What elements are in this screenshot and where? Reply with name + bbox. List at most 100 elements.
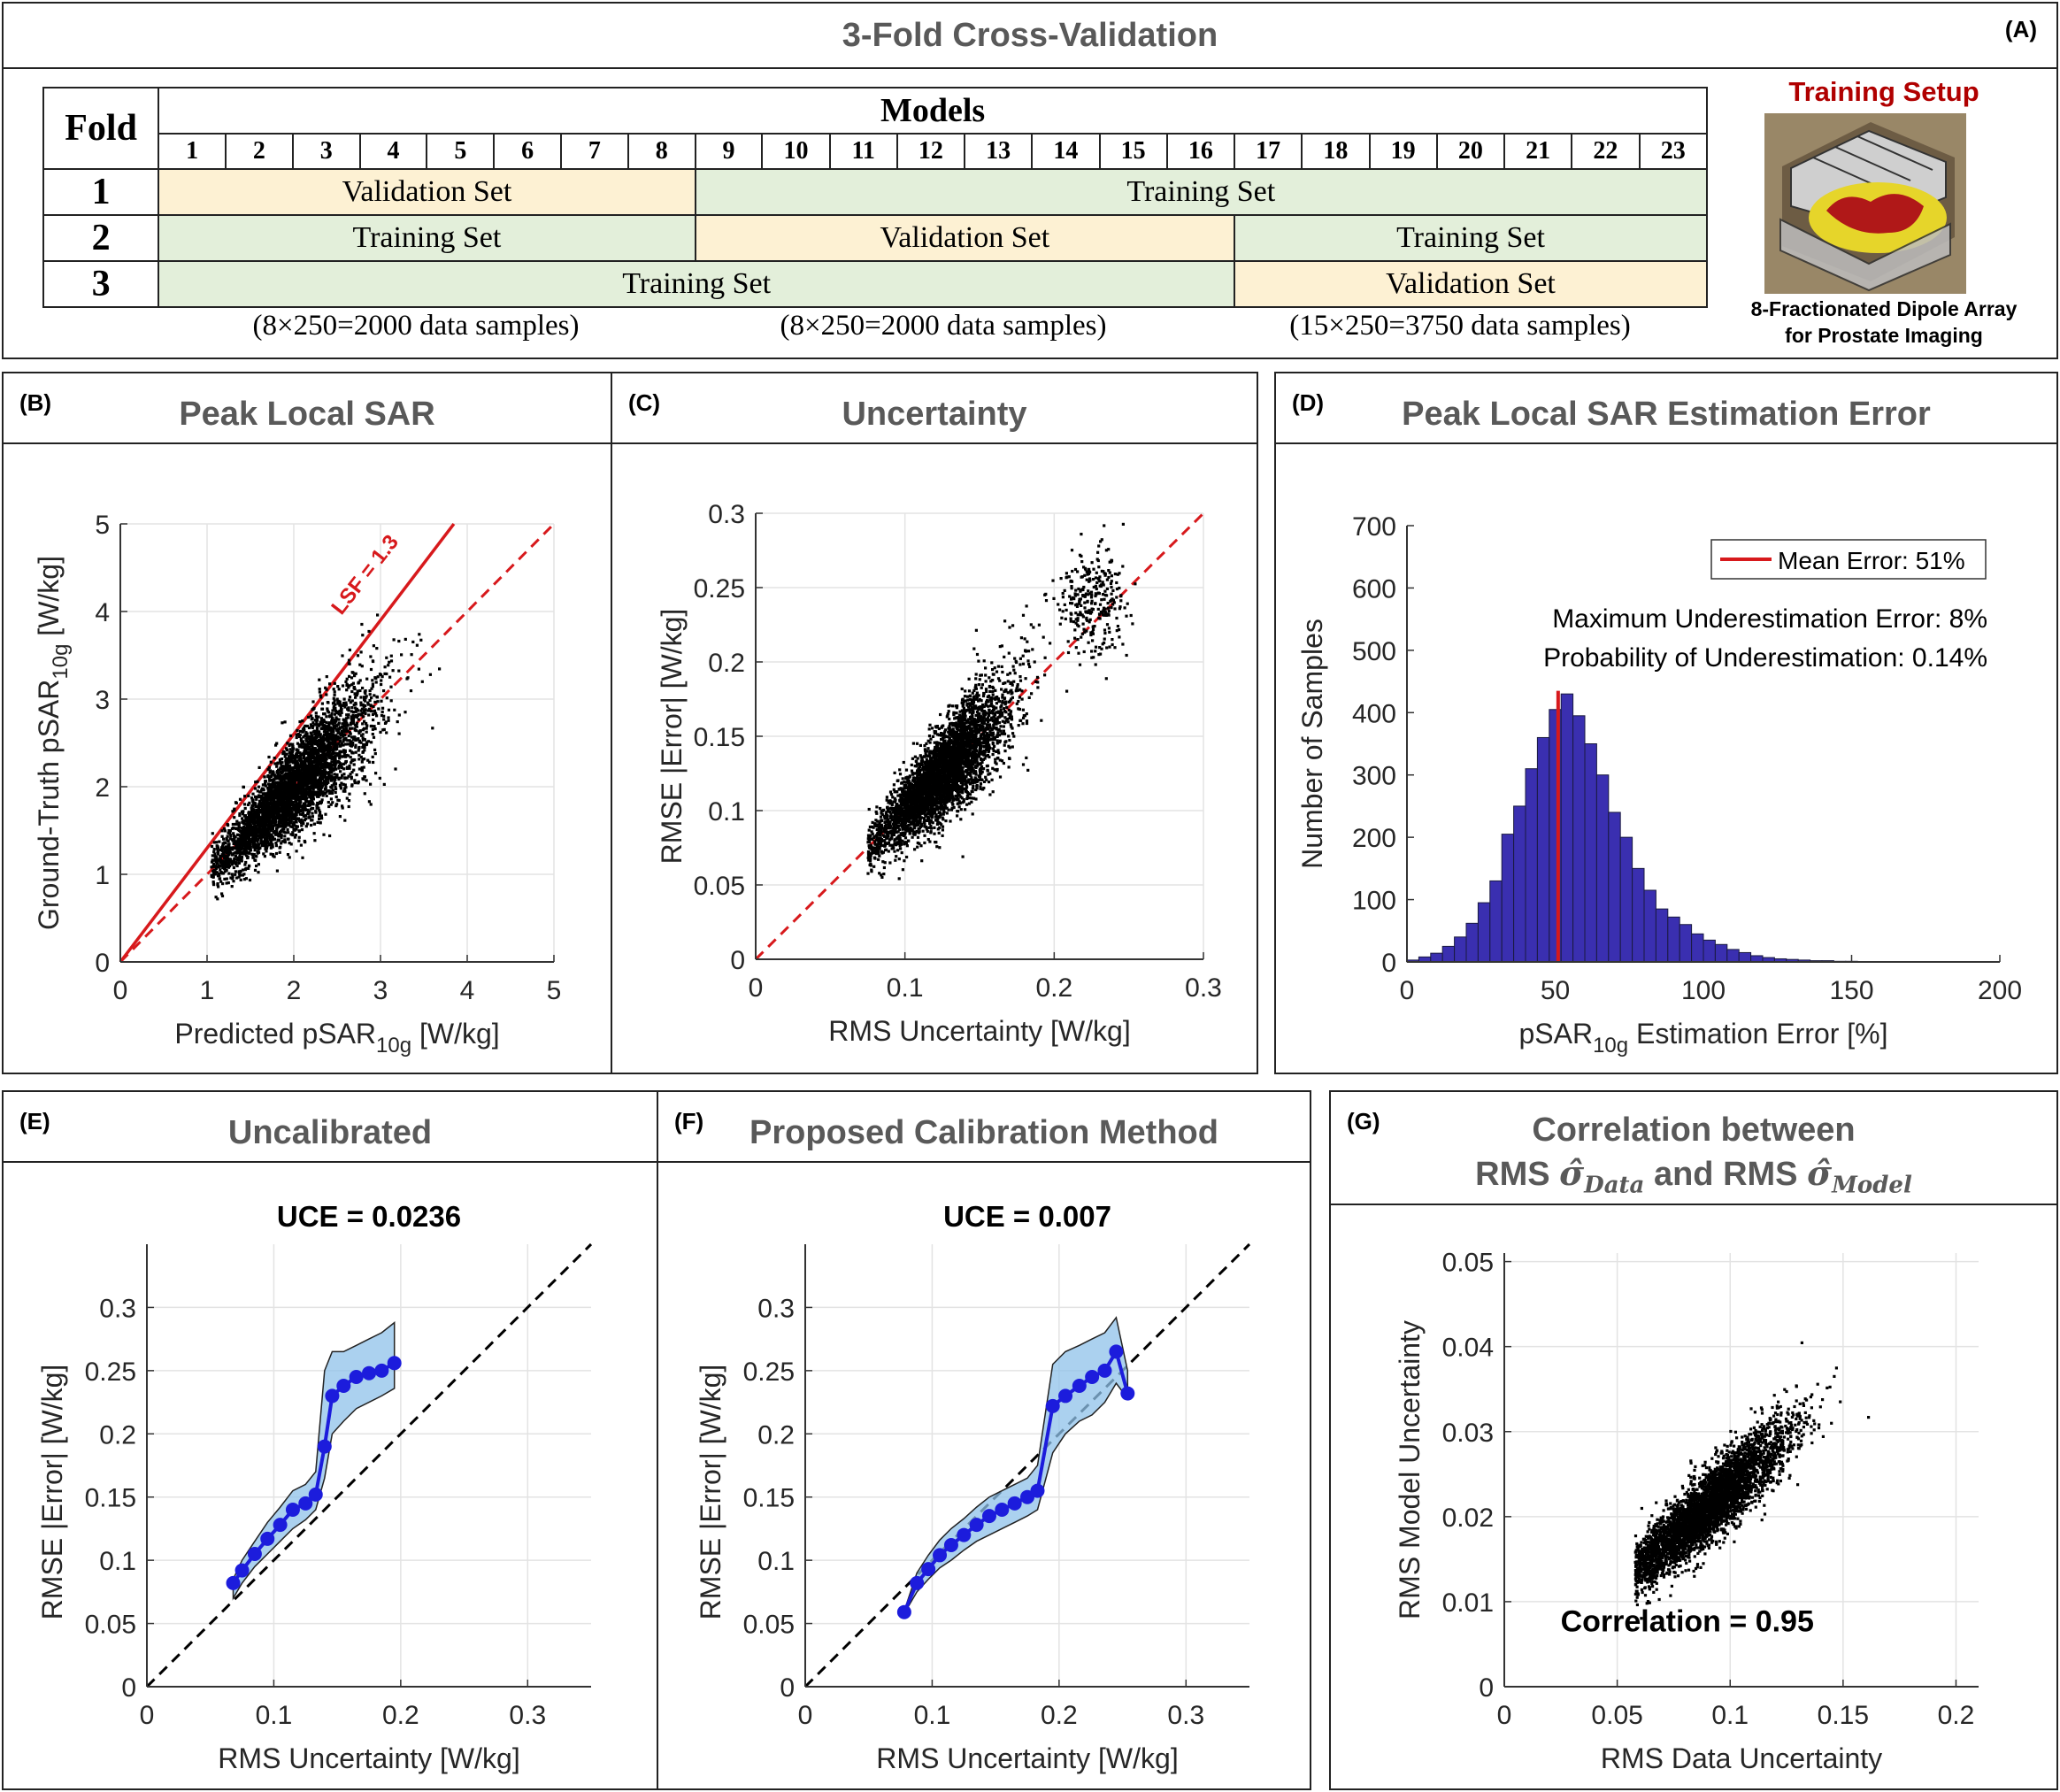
data-point [268,785,272,789]
data-point [309,723,313,727]
data-point [278,850,281,854]
data-point [214,859,219,864]
data-point [350,784,354,788]
data-point [238,813,242,818]
data-point [280,842,283,845]
data-point [357,737,360,741]
data-point [363,745,366,750]
data-point [366,758,370,762]
data-point [878,872,881,875]
y-tick-label: 0 [730,946,745,975]
data-point [350,676,354,680]
data-point [260,798,265,802]
data-point [372,718,375,722]
data-point [981,717,985,721]
data-point [278,825,281,828]
model-number: 20 [1435,133,1506,170]
data-point [274,805,278,809]
data-point [284,804,288,808]
data-point [340,711,343,714]
data-point [346,716,350,719]
data-point [253,823,257,827]
data-point [281,752,285,756]
model-number: 23 [1638,133,1709,170]
data-point [240,827,243,830]
data-point [257,824,260,827]
data-point [244,826,248,829]
data-point [341,725,344,729]
data-point [276,839,280,842]
y-tick-label: 0.25 [694,574,745,604]
data-point [345,796,349,800]
data-point [327,742,330,745]
data-point [332,782,335,786]
data-point [352,703,356,706]
data-point [260,841,264,844]
data-point [342,789,345,793]
data-point [302,761,305,765]
data-point [228,851,232,855]
data-point [268,836,272,840]
data-point [362,710,366,713]
data-point [304,731,308,734]
data-point [363,743,366,747]
data-point [275,742,279,745]
data-point [299,843,303,847]
data-point [334,734,337,738]
data-point [286,790,289,794]
x-tick-label: 5 [547,976,562,1005]
data-point [288,781,291,785]
data-point [274,842,278,845]
data-point [397,713,401,717]
data-point [251,814,256,818]
data-point [373,752,377,756]
data-point [316,793,319,796]
data-point [225,877,228,881]
data-point [219,848,222,851]
data-point [1001,719,1004,723]
data-point [292,756,296,760]
data-point [340,765,343,768]
data-point [383,665,387,669]
data-point [365,724,369,727]
data-point [315,773,319,777]
data-point [266,782,271,786]
data-point [339,785,342,788]
data-point [255,831,258,834]
data-point [351,715,355,719]
data-point [281,824,285,827]
data-point [356,654,360,658]
y-axis-label: Ground-Truth pSAR10g [W/kg] [33,556,73,930]
data-point [359,741,363,744]
data-point [283,806,287,810]
data-point [258,809,262,812]
data-point [242,850,246,853]
data-point [294,765,297,770]
data-point [305,772,309,775]
data-point [256,780,259,783]
data-point [312,773,316,777]
data-point [886,808,890,811]
data-point [354,714,357,718]
data-point [248,851,251,855]
data-point [323,724,327,727]
data-point [387,708,391,711]
data-point [335,803,339,806]
data-point [286,804,289,808]
data-point [218,840,221,843]
data-point [243,863,247,866]
data-point [324,784,327,788]
data-point [231,860,234,864]
x-tick-label: 1 [200,976,215,1005]
fold-number: 1 [42,168,160,216]
data-point [285,781,288,784]
data-point [916,835,920,839]
data-point [303,780,306,783]
panel-a-title: 3-Fold Cross-Validation [4,4,2056,69]
data-point [325,765,328,768]
data-point [245,836,249,840]
data-point [211,858,214,862]
data-point [365,742,369,746]
data-point [299,810,303,813]
y-tick-label: 0.15 [694,723,745,752]
